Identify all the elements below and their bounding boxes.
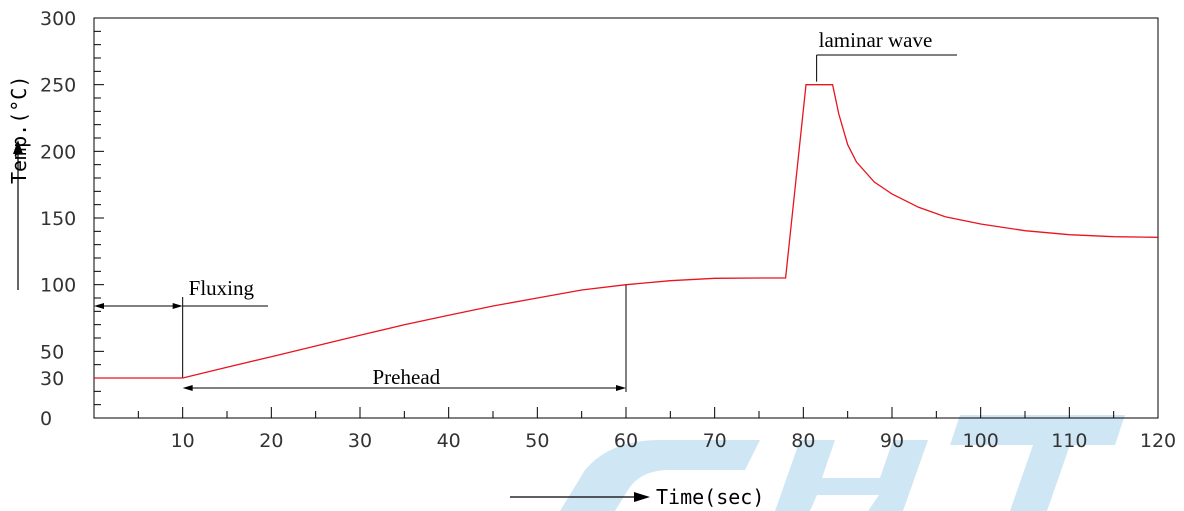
y-tick-label: 0: [40, 408, 52, 430]
y-axis-label-group: Temp.(°C): [7, 76, 31, 290]
x-tick-label: 10: [171, 430, 195, 452]
watermark-shape: [950, 415, 1125, 511]
watermark-shape: [560, 440, 760, 511]
y-axis-arrow-head: [13, 140, 23, 154]
x-tick-label: 20: [259, 430, 283, 452]
y-tick-label: 50: [40, 341, 64, 363]
x-tick-label: 120: [1140, 430, 1176, 452]
series-line-temperature: [94, 84, 1159, 379]
y-tick-label: 200: [40, 141, 76, 163]
x-axis-arrow-head: [634, 492, 650, 502]
x-axis-ticks: 10 20 30 40 50 60 70 80 90 100 110 120: [137, 407, 1176, 452]
x-tick-label: 60: [614, 430, 638, 452]
prehead-arrow-right: [616, 385, 626, 391]
laminar-wave-label: laminar wave: [819, 28, 933, 52]
x-tick-label: 70: [703, 430, 727, 452]
annotations: Fluxing Prehead laminar wave: [94, 28, 957, 392]
fluxing-arrow-left: [94, 303, 104, 309]
y-tick-label: 250: [40, 75, 76, 97]
watermark-logo: [560, 415, 1125, 511]
x-tick-label: 100: [963, 430, 999, 452]
y-tick-label: 100: [40, 275, 76, 297]
x-tick-label: 50: [525, 430, 549, 452]
y-tick-label: 150: [40, 208, 76, 230]
x-tick-label: 90: [880, 430, 904, 452]
x-tick-label: 110: [1051, 430, 1087, 452]
y-tick-label: 300: [40, 8, 76, 30]
y-axis-ticks: 0 30 50 100 150 200 250 300: [40, 8, 104, 430]
x-axis-label-group: Time(sec): [510, 485, 764, 509]
x-axis-label: Time(sec): [656, 485, 764, 509]
fluxing-arrow-right: [172, 303, 183, 309]
fluxing-label: Fluxing: [189, 276, 255, 300]
x-tick-label: 40: [437, 430, 461, 452]
y-axis-label: Temp.(°C): [7, 76, 31, 184]
x-tick-label: 30: [348, 430, 372, 452]
y-tick-label: 30: [40, 368, 64, 390]
watermark-shape: [775, 440, 928, 511]
prehead-label: Prehead: [373, 365, 441, 389]
prehead-arrow-left: [182, 385, 193, 391]
series-group: [94, 84, 1159, 379]
x-tick-label: 80: [791, 430, 815, 452]
